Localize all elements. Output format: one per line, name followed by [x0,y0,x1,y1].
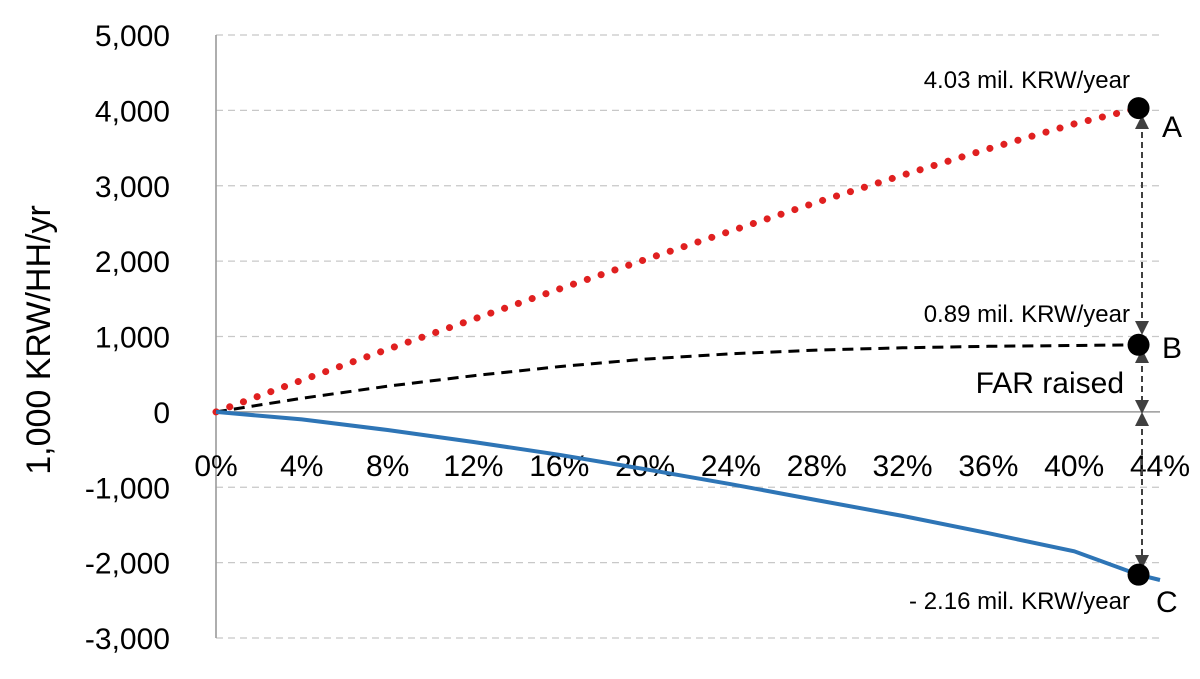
series-line-a [212,104,1142,416]
axes [215,35,1160,638]
y-tick-label: 5,000 [95,20,170,53]
endpoint-markers [1127,97,1150,586]
y-tick-label: 4,000 [95,95,170,128]
y-tick-label: -2,000 [85,548,170,581]
series-line-c [215,409,1161,582]
marker-label-c: C [1156,586,1178,619]
x-axis-ticks: 0% 4% 8% 12% 16% 20% 24% 28% 32% 36% 40% 44% [194,450,1190,483]
marker-c [1127,563,1150,586]
y-tick-label: -3,000 [85,623,170,656]
x-tick-label: 12% [443,450,503,483]
x-tick-label: 28% [787,450,847,483]
y-tick-label: 3,000 [95,171,170,204]
series-line-b [215,343,1139,414]
x-tick-label: 32% [873,450,933,483]
marker-a [1127,97,1150,120]
marker-label-b: B [1162,332,1182,365]
x-tick-label: 44% [1130,450,1190,483]
annotation-far-raised: FAR raised [976,367,1124,400]
series [212,104,1161,582]
y-tick-label: 1,000 [95,322,170,355]
annotation-a: 4.03 mil. KRW/year [924,67,1130,94]
x-tick-label: 40% [1044,450,1104,483]
marker-b [1127,333,1150,356]
y-axis-ticks: -3,000 -2,000 -1,000 0 1,000 2,000 3,000 4,000 5… [85,20,170,656]
y-tick-label: 2,000 [95,246,170,279]
x-tick-label: 24% [701,450,761,483]
x-tick-label: 8% [366,450,409,483]
x-tick-label: 36% [958,450,1018,483]
gridlines [216,34,1160,639]
marker-label-a: A [1162,111,1182,144]
y-tick-label: -1,000 [85,472,170,505]
x-tick-label: 0% [194,450,237,483]
annotation-b: 0.89 mil. KRW/year [924,301,1130,328]
y-tick-label: 0 [153,397,170,430]
y-axis-label: 1,000 KRW/HH/yr [20,205,58,475]
annotation-c: - 2.16 mil. KRW/year [909,588,1130,615]
x-tick-label: 4% [280,450,323,483]
